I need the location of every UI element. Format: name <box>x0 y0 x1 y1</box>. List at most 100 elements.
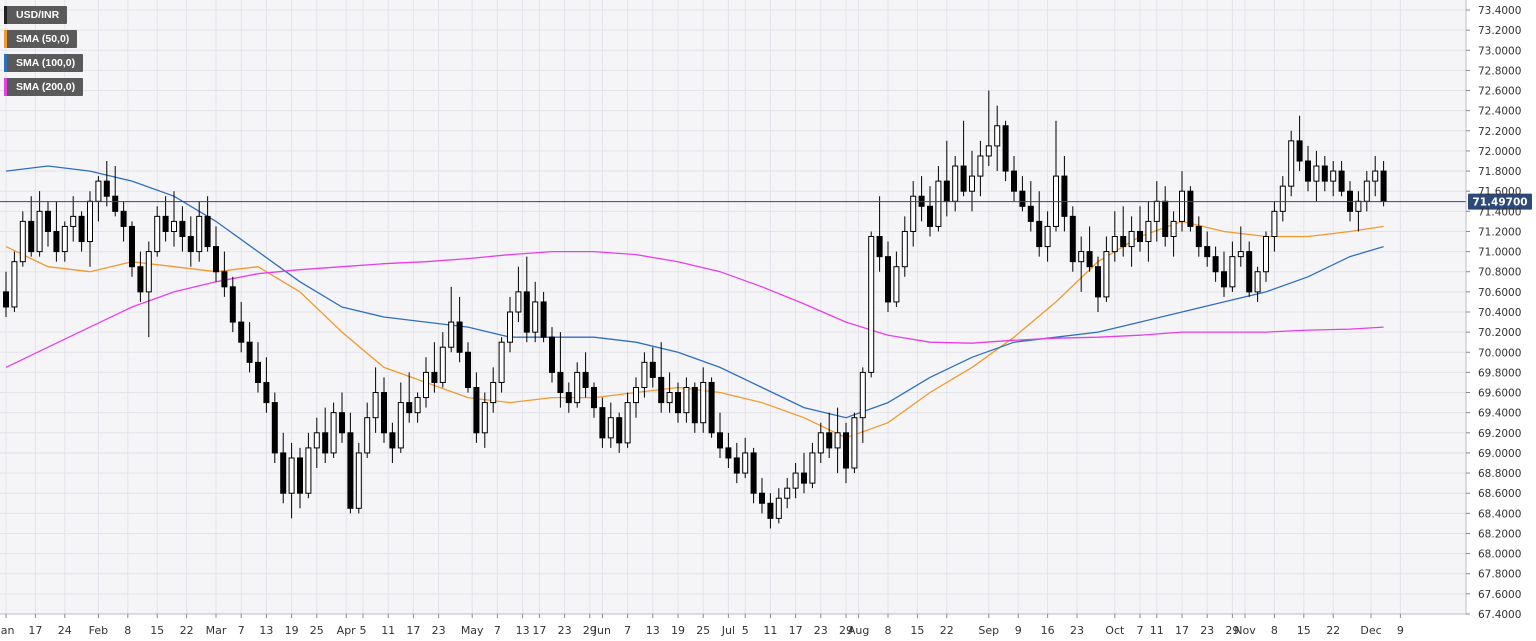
candle-body-bullish <box>1271 210 1278 237</box>
candle <box>759 478 765 514</box>
candle <box>910 181 917 247</box>
legend-label: SMA (200,0) <box>16 81 76 93</box>
candle <box>280 432 287 504</box>
candle <box>288 442 295 519</box>
candle <box>557 332 564 408</box>
candle-body-bearish <box>826 432 833 449</box>
x-tick-label: Apr <box>337 624 357 637</box>
candle-body-bullish <box>1313 165 1320 182</box>
candle-body-bearish <box>927 205 933 227</box>
candle-body-bullish <box>397 402 404 449</box>
legend-item-sma-50[interactable]: SMA (50,0) <box>4 30 78 48</box>
candle <box>1204 231 1211 267</box>
candle <box>935 166 942 232</box>
candle <box>1095 256 1101 312</box>
candle <box>540 291 547 343</box>
candle-body-bearish <box>103 180 110 197</box>
candle <box>927 186 933 237</box>
candle <box>532 281 539 343</box>
candle-body-bearish <box>658 376 665 404</box>
candle <box>364 402 371 458</box>
x-tick-label: 22 <box>1326 624 1340 637</box>
x-tick-label: 11 <box>381 624 395 637</box>
candle-body-bearish <box>565 392 572 404</box>
candle-body-bearish <box>1296 140 1303 162</box>
candle <box>179 206 186 252</box>
candle-body-bullish <box>834 432 841 449</box>
candle <box>1145 201 1152 262</box>
candle <box>683 377 690 423</box>
y-tick-label: 71.6000 <box>1478 186 1521 198</box>
candle <box>297 447 303 509</box>
candle <box>112 166 119 217</box>
sma-line-0 <box>5 220 1384 439</box>
candle <box>263 357 270 413</box>
x-tick-label: 7 <box>494 624 501 637</box>
candle <box>465 342 471 393</box>
candle-body-bullish <box>61 225 68 253</box>
candle <box>708 377 715 438</box>
current-price-line: 71.49700 <box>0 193 1532 210</box>
candle <box>11 251 18 312</box>
candle-body-bearish <box>179 220 186 237</box>
candle <box>1019 176 1026 212</box>
candle-body-bullish <box>901 230 908 268</box>
x-tick-label: 25 <box>696 624 710 637</box>
candle <box>423 357 429 408</box>
candle <box>355 442 362 514</box>
candle <box>137 251 144 302</box>
candle <box>1027 181 1034 232</box>
candle-body-bullish <box>742 452 749 474</box>
candle-body-bearish <box>1002 125 1009 172</box>
candle-body-bullish <box>364 417 371 454</box>
candle-body-bullish <box>1078 251 1085 263</box>
candle-body-bullish <box>423 371 429 399</box>
candle <box>397 382 404 453</box>
legend-label: SMA (100,0) <box>16 57 76 69</box>
current-price-label: 71.49700 <box>1472 197 1527 209</box>
x-tick-label: Oct <box>1105 624 1125 637</box>
candle <box>389 422 396 463</box>
legend-item-usdinr[interactable]: USD/INR <box>4 6 68 24</box>
y-tick-label: 68.2000 <box>1478 528 1521 540</box>
candle <box>599 397 606 448</box>
candle-body-bearish <box>389 432 396 449</box>
candle-body-bearish <box>1061 175 1068 217</box>
candle-body-bullish <box>700 381 707 424</box>
legend-swatch <box>4 54 7 72</box>
candle-body-bullish <box>439 346 446 383</box>
x-tick-label: 23 <box>432 624 446 637</box>
candle <box>196 201 203 262</box>
candle-body-bearish <box>322 432 329 454</box>
candle-body-bearish <box>1246 251 1253 293</box>
candle <box>515 266 522 323</box>
y-tick-label: 67.6000 <box>1478 589 1521 601</box>
candle <box>1011 155 1017 202</box>
candle <box>666 372 673 413</box>
candle <box>591 382 597 418</box>
candle <box>347 412 354 514</box>
candle-body-bearish <box>1011 170 1017 192</box>
candle-body-bearish <box>1027 205 1034 222</box>
y-tick-label: 72.8000 <box>1478 65 1521 77</box>
candle-body-bearish <box>406 402 413 414</box>
x-tick-label: 9 <box>1015 624 1022 637</box>
candle-body-bullish <box>95 180 102 202</box>
candle <box>305 432 312 499</box>
candle-body-bearish <box>473 387 480 434</box>
candle <box>229 276 236 333</box>
candle <box>843 422 849 484</box>
legend-item-sma-100[interactable]: SMA (100,0) <box>4 54 84 72</box>
candle <box>1187 186 1194 232</box>
candle <box>1229 241 1236 292</box>
candle-body-bearish <box>750 452 757 494</box>
legend-item-sma-200[interactable]: SMA (200,0) <box>4 78 84 96</box>
x-tick-label: Aug <box>848 624 869 637</box>
y-axis: 67.4000 67.6000 67.8000 68.0000 68.2000 68.40… <box>1465 0 1521 621</box>
x-tick-label: 5 <box>360 624 367 637</box>
candle-body-bullish <box>1128 230 1135 248</box>
candlesticks <box>3 90 1387 529</box>
candle-body-bullish <box>784 487 791 499</box>
candle <box>1330 161 1337 197</box>
